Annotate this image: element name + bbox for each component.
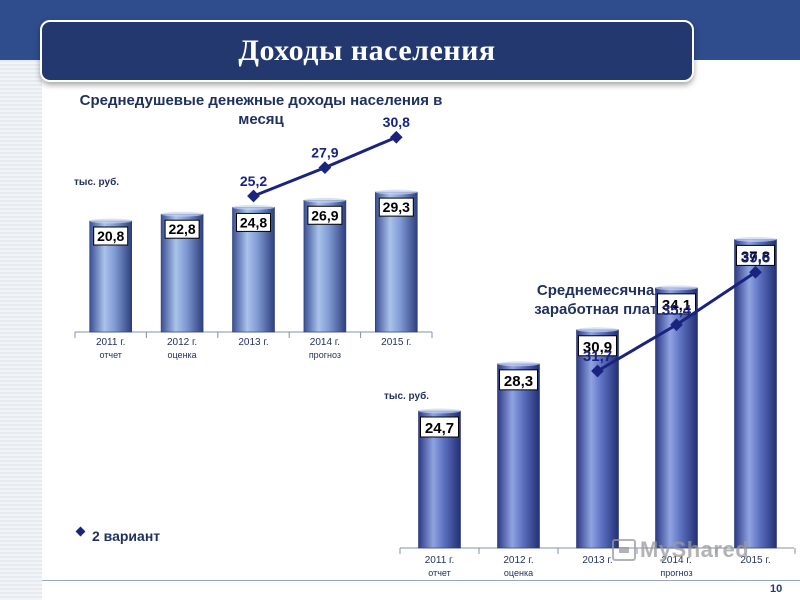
chart2-unit-label: тыс. руб. (384, 391, 430, 402)
bar-top-highlight (161, 211, 204, 217)
x-tick-label: 2015 г. (740, 555, 770, 566)
bar-value-label: 24,7 (425, 420, 454, 437)
line-point (247, 189, 260, 203)
title-banner: Доходы населения (40, 20, 694, 82)
bar-value-label: 26,9 (311, 207, 338, 223)
chart1-unit-label: тыс. руб. (74, 177, 120, 188)
line-point (389, 130, 403, 144)
bar-value-label: 37,8 (741, 248, 770, 265)
line-point-label: 31,7 (583, 348, 612, 365)
x-tick-sublabel: отчет (99, 350, 121, 360)
line-point-label: 35,4 (662, 302, 692, 319)
bar-value-label: 20,8 (97, 228, 124, 244)
x-tick-label: 2013 г. (238, 337, 268, 348)
bar-value-label: 24,8 (240, 214, 267, 230)
bar-value-label-box (307, 205, 343, 225)
line-point-label: 25,2 (240, 173, 267, 189)
bar (497, 363, 540, 549)
bar-value-label: 28,3 (504, 373, 533, 390)
bar-value-label: 22,8 (168, 221, 195, 237)
watermark: MyShared (612, 537, 749, 563)
bar-top-highlight (497, 361, 540, 367)
bar-top-highlight (375, 189, 418, 195)
bar-top-highlight (418, 408, 461, 414)
chart2-title: Среднемесячная заработная плата (534, 282, 666, 318)
line-point-label: 39,6 (741, 249, 770, 266)
x-tick-label: 2011 г. (425, 555, 455, 566)
bar-top-highlight (655, 285, 698, 291)
x-tick-label: 2012 г. (167, 337, 197, 348)
bar-value-label: 29,3 (383, 199, 410, 215)
bar (734, 239, 777, 549)
bar-value-label-box (93, 226, 129, 246)
x-tick-sublabel: прогноз (660, 568, 692, 578)
left-decor-band (0, 60, 42, 600)
presentation-icon (612, 539, 636, 561)
legend: 2 вариант (75, 526, 161, 544)
bar-value-label-box (499, 369, 538, 391)
line-point (318, 161, 332, 175)
footer-divider (42, 580, 800, 581)
x-tick-label: 2014 г. (310, 337, 340, 348)
bar-top-highlight (303, 197, 346, 203)
bar-top-highlight (576, 327, 619, 333)
bar-value-label-box (164, 219, 200, 239)
page-title: Доходы населения (238, 34, 496, 67)
x-tick-sublabel: оценка (168, 350, 197, 360)
bar-value-label: 34,1 (662, 297, 691, 314)
x-tick-label: 2011 г. (96, 337, 126, 348)
x-tick-label: 2013 г. (582, 555, 612, 566)
bar-value-label-box (736, 244, 775, 266)
bar-value-label-box (378, 197, 414, 217)
x-tick-label: 2014 г. (661, 555, 691, 566)
line-point-label: 27,9 (311, 145, 338, 161)
x-tick-label: 2015 г. (381, 337, 411, 348)
bar-value-label-box (236, 212, 271, 232)
bar-value-label-box (657, 293, 696, 315)
bar-top-highlight (734, 236, 777, 242)
bar-top-highlight (232, 204, 275, 210)
x-tick-label: 2012 г. (503, 555, 533, 566)
x-tick-sublabel: оценка (504, 568, 533, 578)
legend-marker-icon (75, 526, 86, 536)
chart1-title: Среднедушевые денежные доходы населения … (79, 92, 443, 128)
bar-value-label-box (420, 416, 459, 438)
watermark-text: MyShared (640, 537, 750, 562)
bar-top-highlight (89, 218, 132, 224)
legend-label: 2 вариант (92, 528, 161, 544)
bar-value-label-box (578, 335, 617, 357)
x-tick-sublabel: отчет (428, 568, 450, 578)
x-tick-sublabel: прогноз (309, 350, 341, 360)
line-point-label: 30,8 (383, 114, 410, 130)
page-number: 10 (770, 583, 783, 595)
bar-value-label: 30,9 (583, 339, 612, 356)
